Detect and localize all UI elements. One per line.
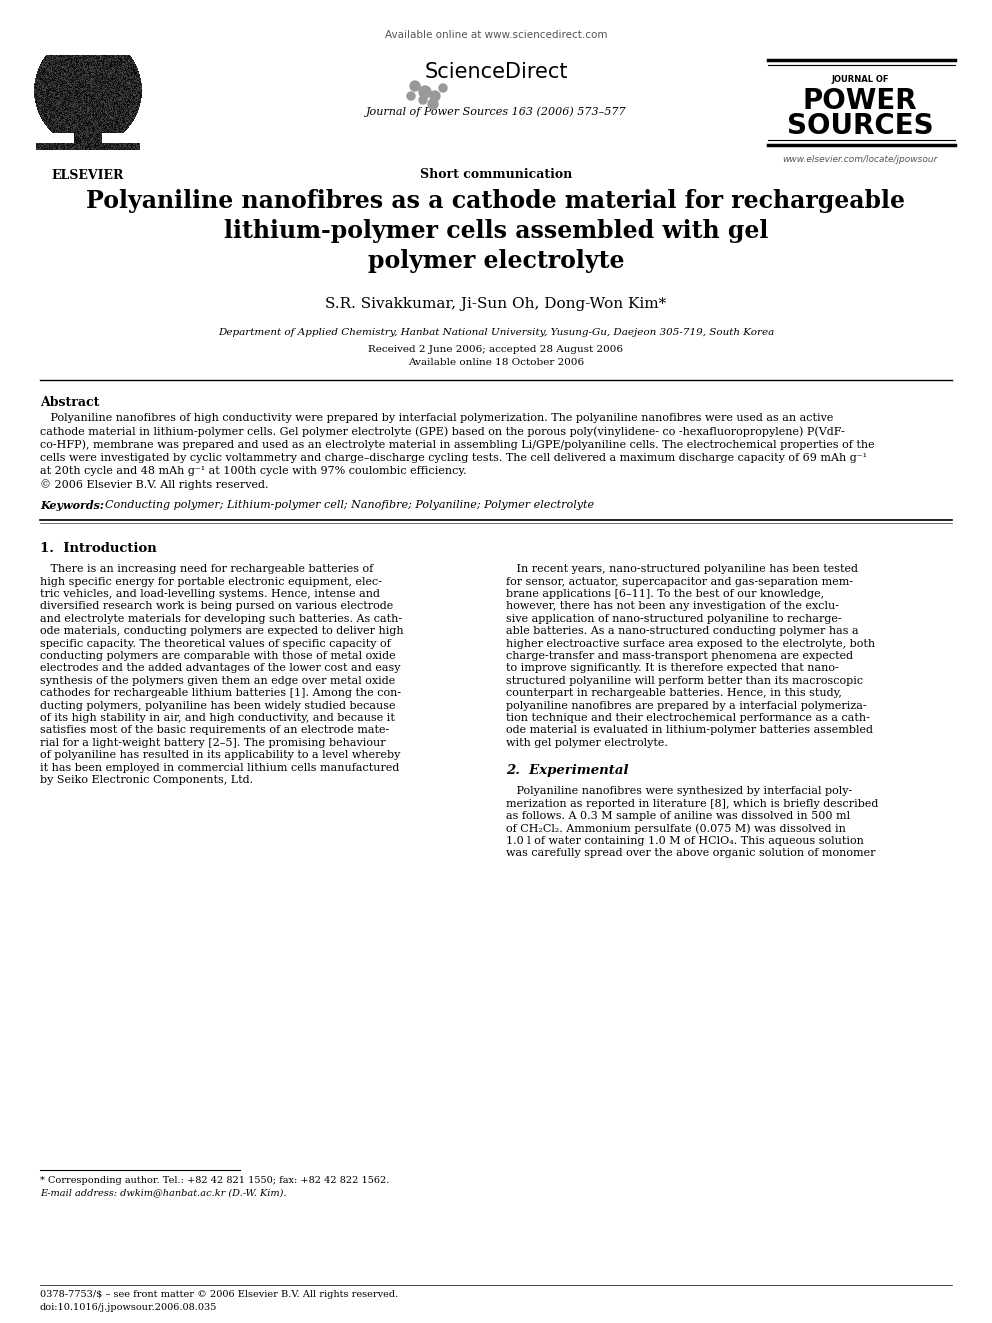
Text: 0378-7753/$ – see front matter © 2006 Elsevier B.V. All rights reserved.: 0378-7753/$ – see front matter © 2006 El… <box>40 1290 398 1299</box>
Text: ode materials, conducting polymers are expected to deliver high: ode materials, conducting polymers are e… <box>40 626 404 636</box>
Text: higher electroactive surface area exposed to the electrolyte, both: higher electroactive surface area expose… <box>506 639 875 648</box>
Text: and electrolyte materials for developing such batteries. As cath-: and electrolyte materials for developing… <box>40 614 402 624</box>
Text: cathodes for rechargeable lithium batteries [1]. Among the con-: cathodes for rechargeable lithium batter… <box>40 688 401 699</box>
Text: sive application of nano-structured polyaniline to recharge-: sive application of nano-structured poly… <box>506 614 841 624</box>
Text: ScienceDirect: ScienceDirect <box>425 62 567 82</box>
Text: however, there has not been any investigation of the exclu-: however, there has not been any investig… <box>506 602 839 611</box>
Text: E-mail address: dwkim@hanbat.ac.kr (D.-W. Kim).: E-mail address: dwkim@hanbat.ac.kr (D.-W… <box>40 1188 287 1197</box>
Text: charge-transfer and mass-transport phenomena are expected: charge-transfer and mass-transport pheno… <box>506 651 853 662</box>
Circle shape <box>439 83 447 93</box>
Text: diversified research work is being pursed on various electrode: diversified research work is being purse… <box>40 602 393 611</box>
Text: was carefully spread over the above organic solution of monomer: was carefully spread over the above orga… <box>506 848 876 859</box>
Text: as follows. A 0.3 M sample of aniline was dissolved in 500 ml: as follows. A 0.3 M sample of aniline wa… <box>506 811 850 822</box>
Text: ode material is evaluated in lithium-polymer batteries assembled: ode material is evaluated in lithium-pol… <box>506 725 873 736</box>
Text: of polyaniline has resulted in its applicability to a level whereby: of polyaniline has resulted in its appli… <box>40 750 401 761</box>
Text: 1.0 l of water containing 1.0 M of HClO₄. This aqueous solution: 1.0 l of water containing 1.0 M of HClO₄… <box>506 836 864 845</box>
Text: at 20th cycle and 48 mAh g⁻¹ at 100th cycle with 97% coulombic efficiency.: at 20th cycle and 48 mAh g⁻¹ at 100th cy… <box>40 466 466 476</box>
Text: © 2006 Elsevier B.V. All rights reserved.: © 2006 Elsevier B.V. All rights reserved… <box>40 479 269 490</box>
Text: Conducting polymer; Lithium-polymer cell; Nanofibre; Polyaniline; Polymer electr: Conducting polymer; Lithium-polymer cell… <box>105 500 594 511</box>
Text: satisfies most of the basic requirements of an electrode mate-: satisfies most of the basic requirements… <box>40 725 389 736</box>
Text: There is an increasing need for rechargeable batteries of: There is an increasing need for recharge… <box>40 564 373 574</box>
Text: ducting polymers, polyaniline has been widely studied because: ducting polymers, polyaniline has been w… <box>40 701 396 710</box>
Text: www.elsevier.com/locate/jpowsour: www.elsevier.com/locate/jpowsour <box>783 155 937 164</box>
Text: for sensor, actuator, supercapacitor and gas-separation mem-: for sensor, actuator, supercapacitor and… <box>506 577 853 586</box>
Text: Polyaniline nanofibres of high conductivity were prepared by interfacial polymer: Polyaniline nanofibres of high conductiv… <box>40 413 833 423</box>
Text: JOURNAL OF: JOURNAL OF <box>831 75 889 83</box>
Text: counterpart in rechargeable batteries. Hence, in this study,: counterpart in rechargeable batteries. H… <box>506 688 842 699</box>
Text: Keywords:: Keywords: <box>40 500 104 511</box>
Text: specific capacity. The theoretical values of specific capacity of: specific capacity. The theoretical value… <box>40 639 391 648</box>
Text: POWER: POWER <box>803 87 918 115</box>
Text: synthesis of the polymers given them an edge over metal oxide: synthesis of the polymers given them an … <box>40 676 395 685</box>
Text: cathode material in lithium-polymer cells. Gel polymer electrolyte (GPE) based o: cathode material in lithium-polymer cell… <box>40 426 845 437</box>
Text: lithium-polymer cells assembled with gel: lithium-polymer cells assembled with gel <box>224 220 768 243</box>
Text: Polyaniline nanofibres were synthesized by interfacial poly-: Polyaniline nanofibres were synthesized … <box>506 786 852 796</box>
Text: brane applications [6–11]. To the best of our knowledge,: brane applications [6–11]. To the best o… <box>506 589 824 599</box>
Text: Polyaniline nanofibres as a cathode material for rechargeable: Polyaniline nanofibres as a cathode mate… <box>86 189 906 213</box>
Text: Available online 18 October 2006: Available online 18 October 2006 <box>408 359 584 366</box>
Circle shape <box>410 81 420 91</box>
Text: S.R. Sivakkumar, Ji-Sun Oh, Dong-Won Kim*: S.R. Sivakkumar, Ji-Sun Oh, Dong-Won Kim… <box>325 296 667 311</box>
Text: able batteries. As a nano-structured conducting polymer has a: able batteries. As a nano-structured con… <box>506 626 859 636</box>
Text: Journal of Power Sources 163 (2006) 573–577: Journal of Power Sources 163 (2006) 573–… <box>366 106 626 116</box>
Text: SOURCES: SOURCES <box>787 112 933 140</box>
Text: Abstract: Abstract <box>40 396 99 409</box>
Text: it has been employed in commercial lithium cells manufactured: it has been employed in commercial lithi… <box>40 762 400 773</box>
Circle shape <box>428 99 438 108</box>
Text: Short communication: Short communication <box>420 168 572 181</box>
Circle shape <box>419 86 431 98</box>
Text: electrodes and the added advantages of the lower cost and easy: electrodes and the added advantages of t… <box>40 663 401 673</box>
Text: 1.  Introduction: 1. Introduction <box>40 542 157 556</box>
Text: structured polyaniline will perform better than its macroscopic: structured polyaniline will perform bett… <box>506 676 863 685</box>
Text: cells were investigated by cyclic voltammetry and charge–discharge cycling tests: cells were investigated by cyclic voltam… <box>40 452 867 463</box>
Text: Received 2 June 2006; accepted 28 August 2006: Received 2 June 2006; accepted 28 August… <box>368 345 624 355</box>
Text: of CH₂Cl₂. Ammonium persulfate (0.075 M) was dissolved in: of CH₂Cl₂. Ammonium persulfate (0.075 M)… <box>506 823 846 833</box>
Text: by Seiko Electronic Components, Ltd.: by Seiko Electronic Components, Ltd. <box>40 775 253 785</box>
Text: 2.  Experimental: 2. Experimental <box>506 765 629 777</box>
Text: polyaniline nanofibres are prepared by a interfacial polymeriza-: polyaniline nanofibres are prepared by a… <box>506 701 867 710</box>
Text: conducting polymers are comparable with those of metal oxide: conducting polymers are comparable with … <box>40 651 396 662</box>
Text: with gel polymer electrolyte.: with gel polymer electrolyte. <box>506 738 668 747</box>
Text: In recent years, nano-structured polyaniline has been tested: In recent years, nano-structured polyani… <box>506 564 858 574</box>
Text: Department of Applied Chemistry, Hanbat National University, Yusung-Gu, Daejeon : Department of Applied Chemistry, Hanbat … <box>218 328 774 337</box>
Text: rial for a light-weight battery [2–5]. The promising behaviour: rial for a light-weight battery [2–5]. T… <box>40 738 386 747</box>
Text: merization as reported in literature [8], which is briefly described: merization as reported in literature [8]… <box>506 799 878 808</box>
Text: tion technique and their electrochemical performance as a cath-: tion technique and their electrochemical… <box>506 713 870 722</box>
Circle shape <box>430 91 440 101</box>
Circle shape <box>419 97 427 105</box>
Text: to improve significantly. It is therefore expected that nano-: to improve significantly. It is therefor… <box>506 663 839 673</box>
Text: of its high stability in air, and high conductivity, and because it: of its high stability in air, and high c… <box>40 713 395 722</box>
Text: tric vehicles, and load-levelling systems. Hence, intense and: tric vehicles, and load-levelling system… <box>40 589 380 599</box>
Text: co-HFP), membrane was prepared and used as an electrolyte material in assembling: co-HFP), membrane was prepared and used … <box>40 439 875 450</box>
Text: Available online at www.sciencedirect.com: Available online at www.sciencedirect.co… <box>385 30 607 40</box>
Text: doi:10.1016/j.jpowsour.2006.08.035: doi:10.1016/j.jpowsour.2006.08.035 <box>40 1303 217 1312</box>
Text: high specific energy for portable electronic equipment, elec-: high specific energy for portable electr… <box>40 577 382 586</box>
Text: * Corresponding author. Tel.: +82 42 821 1550; fax: +82 42 822 1562.: * Corresponding author. Tel.: +82 42 821… <box>40 1176 390 1185</box>
Text: ELSEVIER: ELSEVIER <box>52 169 124 183</box>
Circle shape <box>407 93 415 101</box>
Text: polymer electrolyte: polymer electrolyte <box>368 249 624 273</box>
